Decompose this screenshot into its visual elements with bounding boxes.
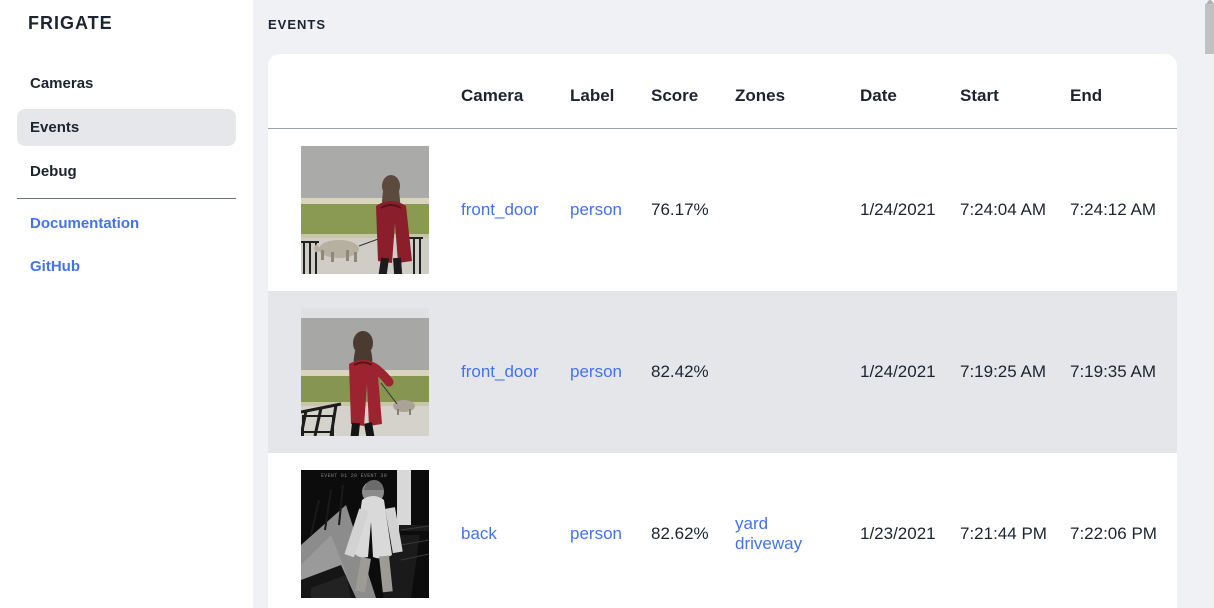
svg-text:EVENT 01 20 EVENT 30: EVENT 01 20 EVENT 30	[321, 473, 387, 479]
